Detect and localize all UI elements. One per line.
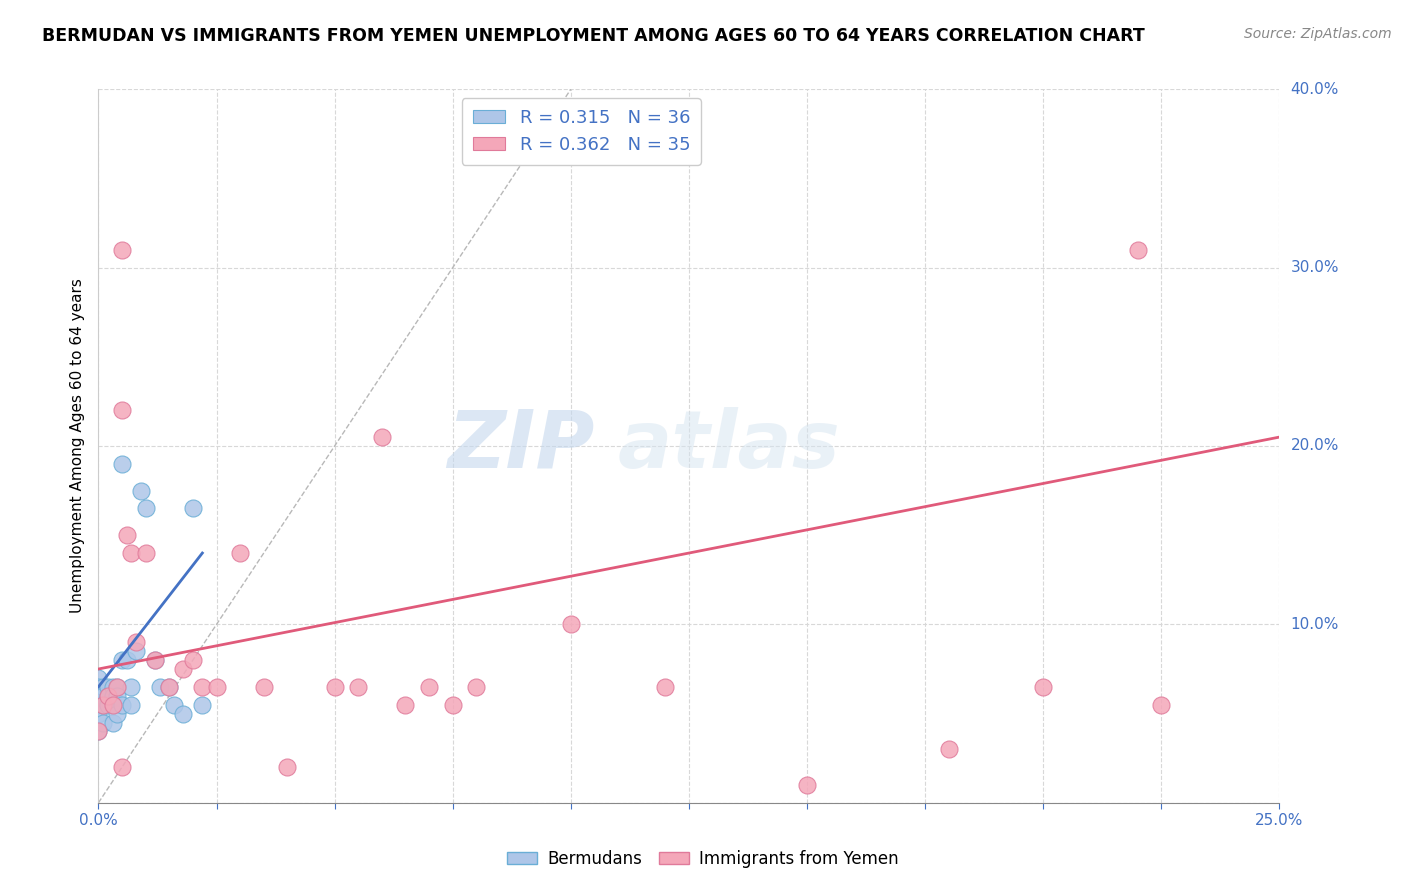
Point (111, 760, 134, 774)
Point (87, 724, 110, 739)
Point (91, 715, 114, 730)
Point (172, 662, 194, 676)
Point (115, 528, 138, 542)
Point (229, 546, 252, 560)
Point (129, 483, 152, 498)
Point (253, 680, 276, 694)
Point (87, 689, 110, 703)
Text: 30.0%: 30.0% (1291, 260, 1339, 275)
Point (157, 680, 180, 694)
Point (371, 430, 394, 444)
Point (172, 706, 194, 721)
Legend: Bermudans, Immigrants from Yemen: Bermudans, Immigrants from Yemen (501, 844, 905, 875)
Point (91, 698, 114, 712)
Point (205, 680, 228, 694)
Point (121, 680, 143, 694)
Point (87, 706, 110, 721)
Point (87, 680, 110, 694)
Point (796, 778, 818, 792)
Point (87, 671, 110, 685)
Point (91, 698, 114, 712)
Point (101, 689, 124, 703)
Point (111, 243, 134, 257)
Point (441, 698, 464, 712)
Point (135, 501, 157, 516)
Point (191, 698, 214, 712)
Point (105, 689, 128, 703)
Text: 20.0%: 20.0% (1291, 439, 1339, 453)
Text: Source: ZipAtlas.com: Source: ZipAtlas.com (1244, 27, 1392, 41)
Point (111, 698, 134, 712)
Point (87, 698, 110, 712)
Point (125, 644, 148, 658)
Point (97, 689, 120, 703)
Point (97, 680, 120, 694)
Text: 10.0%: 10.0% (1291, 617, 1339, 632)
Point (97, 689, 120, 703)
Point (111, 653, 134, 667)
Point (1126, 243, 1149, 257)
Point (101, 715, 124, 730)
Point (1150, 698, 1173, 712)
Point (115, 653, 138, 667)
Point (111, 457, 134, 471)
Point (654, 680, 676, 694)
Point (135, 546, 157, 560)
Legend: R = 0.315   N = 36, R = 0.362   N = 35: R = 0.315 N = 36, R = 0.362 N = 35 (461, 98, 702, 165)
Point (157, 680, 180, 694)
Point (347, 680, 370, 694)
Point (101, 698, 124, 712)
Point (465, 680, 488, 694)
Point (1032, 680, 1054, 694)
Point (101, 680, 124, 694)
Text: 40.0%: 40.0% (1291, 82, 1339, 96)
Point (163, 698, 186, 712)
Point (111, 403, 134, 417)
Point (87, 724, 110, 739)
Point (191, 680, 214, 694)
Point (181, 653, 204, 667)
Y-axis label: Unemployment Among Ages 60 to 64 years: Unemployment Among Ages 60 to 64 years (70, 278, 86, 614)
Text: BERMUDAN VS IMMIGRANTS FROM YEMEN UNEMPLOYMENT AMONG AGES 60 TO 64 YEARS CORRELA: BERMUDAN VS IMMIGRANTS FROM YEMEN UNEMPL… (42, 27, 1144, 45)
Point (143, 653, 166, 667)
Point (276, 760, 298, 774)
Text: atlas: atlas (619, 407, 841, 485)
Point (121, 546, 143, 560)
Point (938, 742, 960, 756)
Point (181, 501, 204, 516)
Point (91, 689, 114, 703)
Point (101, 698, 124, 712)
Point (323, 680, 346, 694)
Point (125, 635, 148, 649)
Text: ZIP: ZIP (447, 407, 595, 485)
Point (149, 680, 172, 694)
Point (143, 653, 166, 667)
Point (394, 698, 416, 712)
Point (121, 698, 143, 712)
Point (97, 698, 120, 712)
Point (105, 680, 128, 694)
Point (105, 706, 128, 721)
Point (105, 680, 128, 694)
Point (91, 680, 114, 694)
Point (418, 680, 440, 694)
Point (560, 617, 582, 632)
